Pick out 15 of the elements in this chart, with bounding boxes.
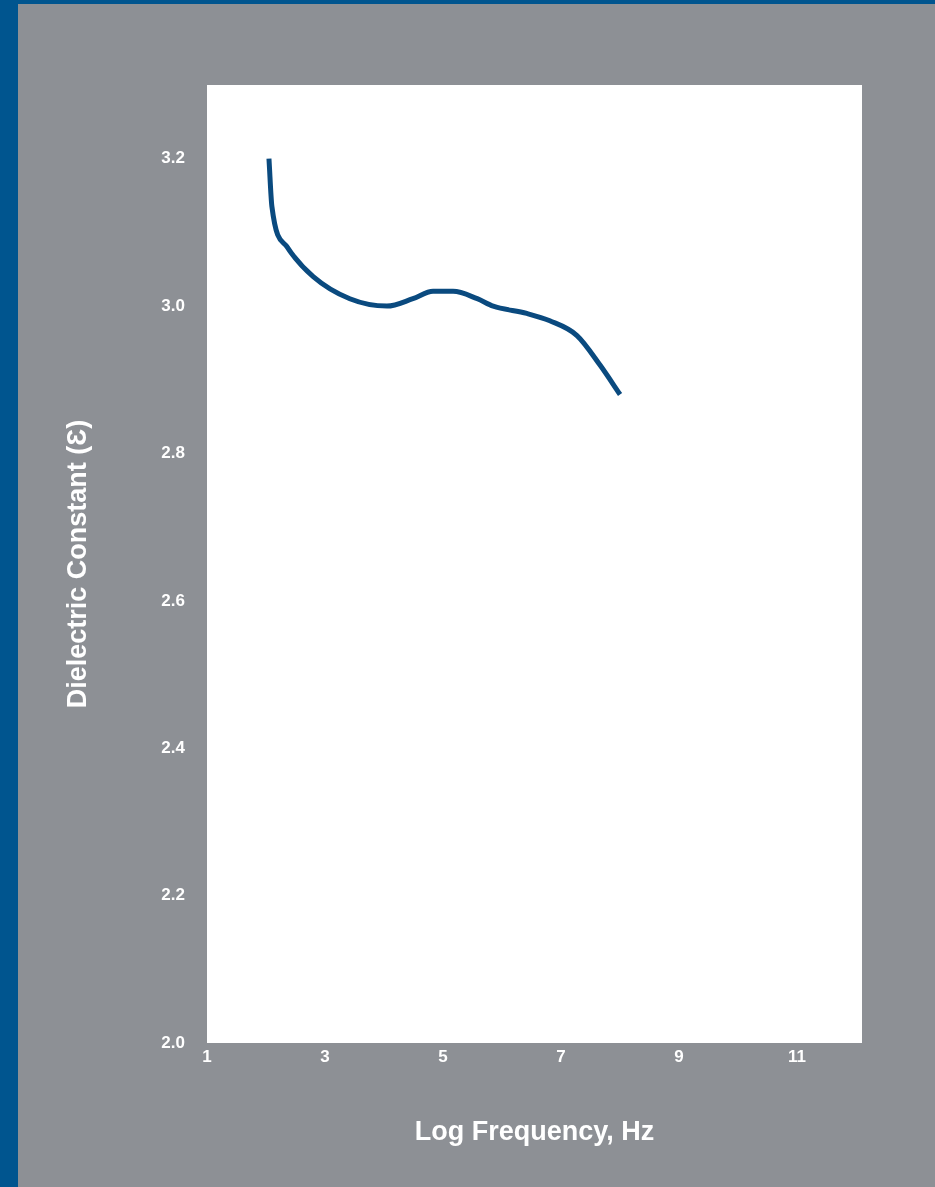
x-tick-label: 5: [438, 1046, 448, 1066]
y-tick-label: 2.6: [161, 590, 185, 610]
y-tick-label: 3.2: [161, 148, 185, 168]
x-tick-label: 9: [674, 1046, 684, 1066]
y-tick-label: 2.4: [161, 737, 186, 757]
y-tick-label: 2.8: [161, 443, 185, 463]
y-tick-label: 2.2: [161, 885, 185, 905]
y-axis-title: Dielectric Constant (Ɛ): [61, 419, 92, 709]
x-tick-label: 1: [202, 1046, 212, 1066]
x-tick-label: 7: [556, 1046, 566, 1066]
x-tick-label: 3: [320, 1046, 330, 1066]
x-axis-title: Log Frequency, Hz: [414, 1116, 655, 1147]
y-tick-label: 2.0: [161, 1032, 185, 1052]
y-tick-label: 3.0: [161, 295, 185, 315]
x-tick-label: 11: [788, 1046, 807, 1066]
